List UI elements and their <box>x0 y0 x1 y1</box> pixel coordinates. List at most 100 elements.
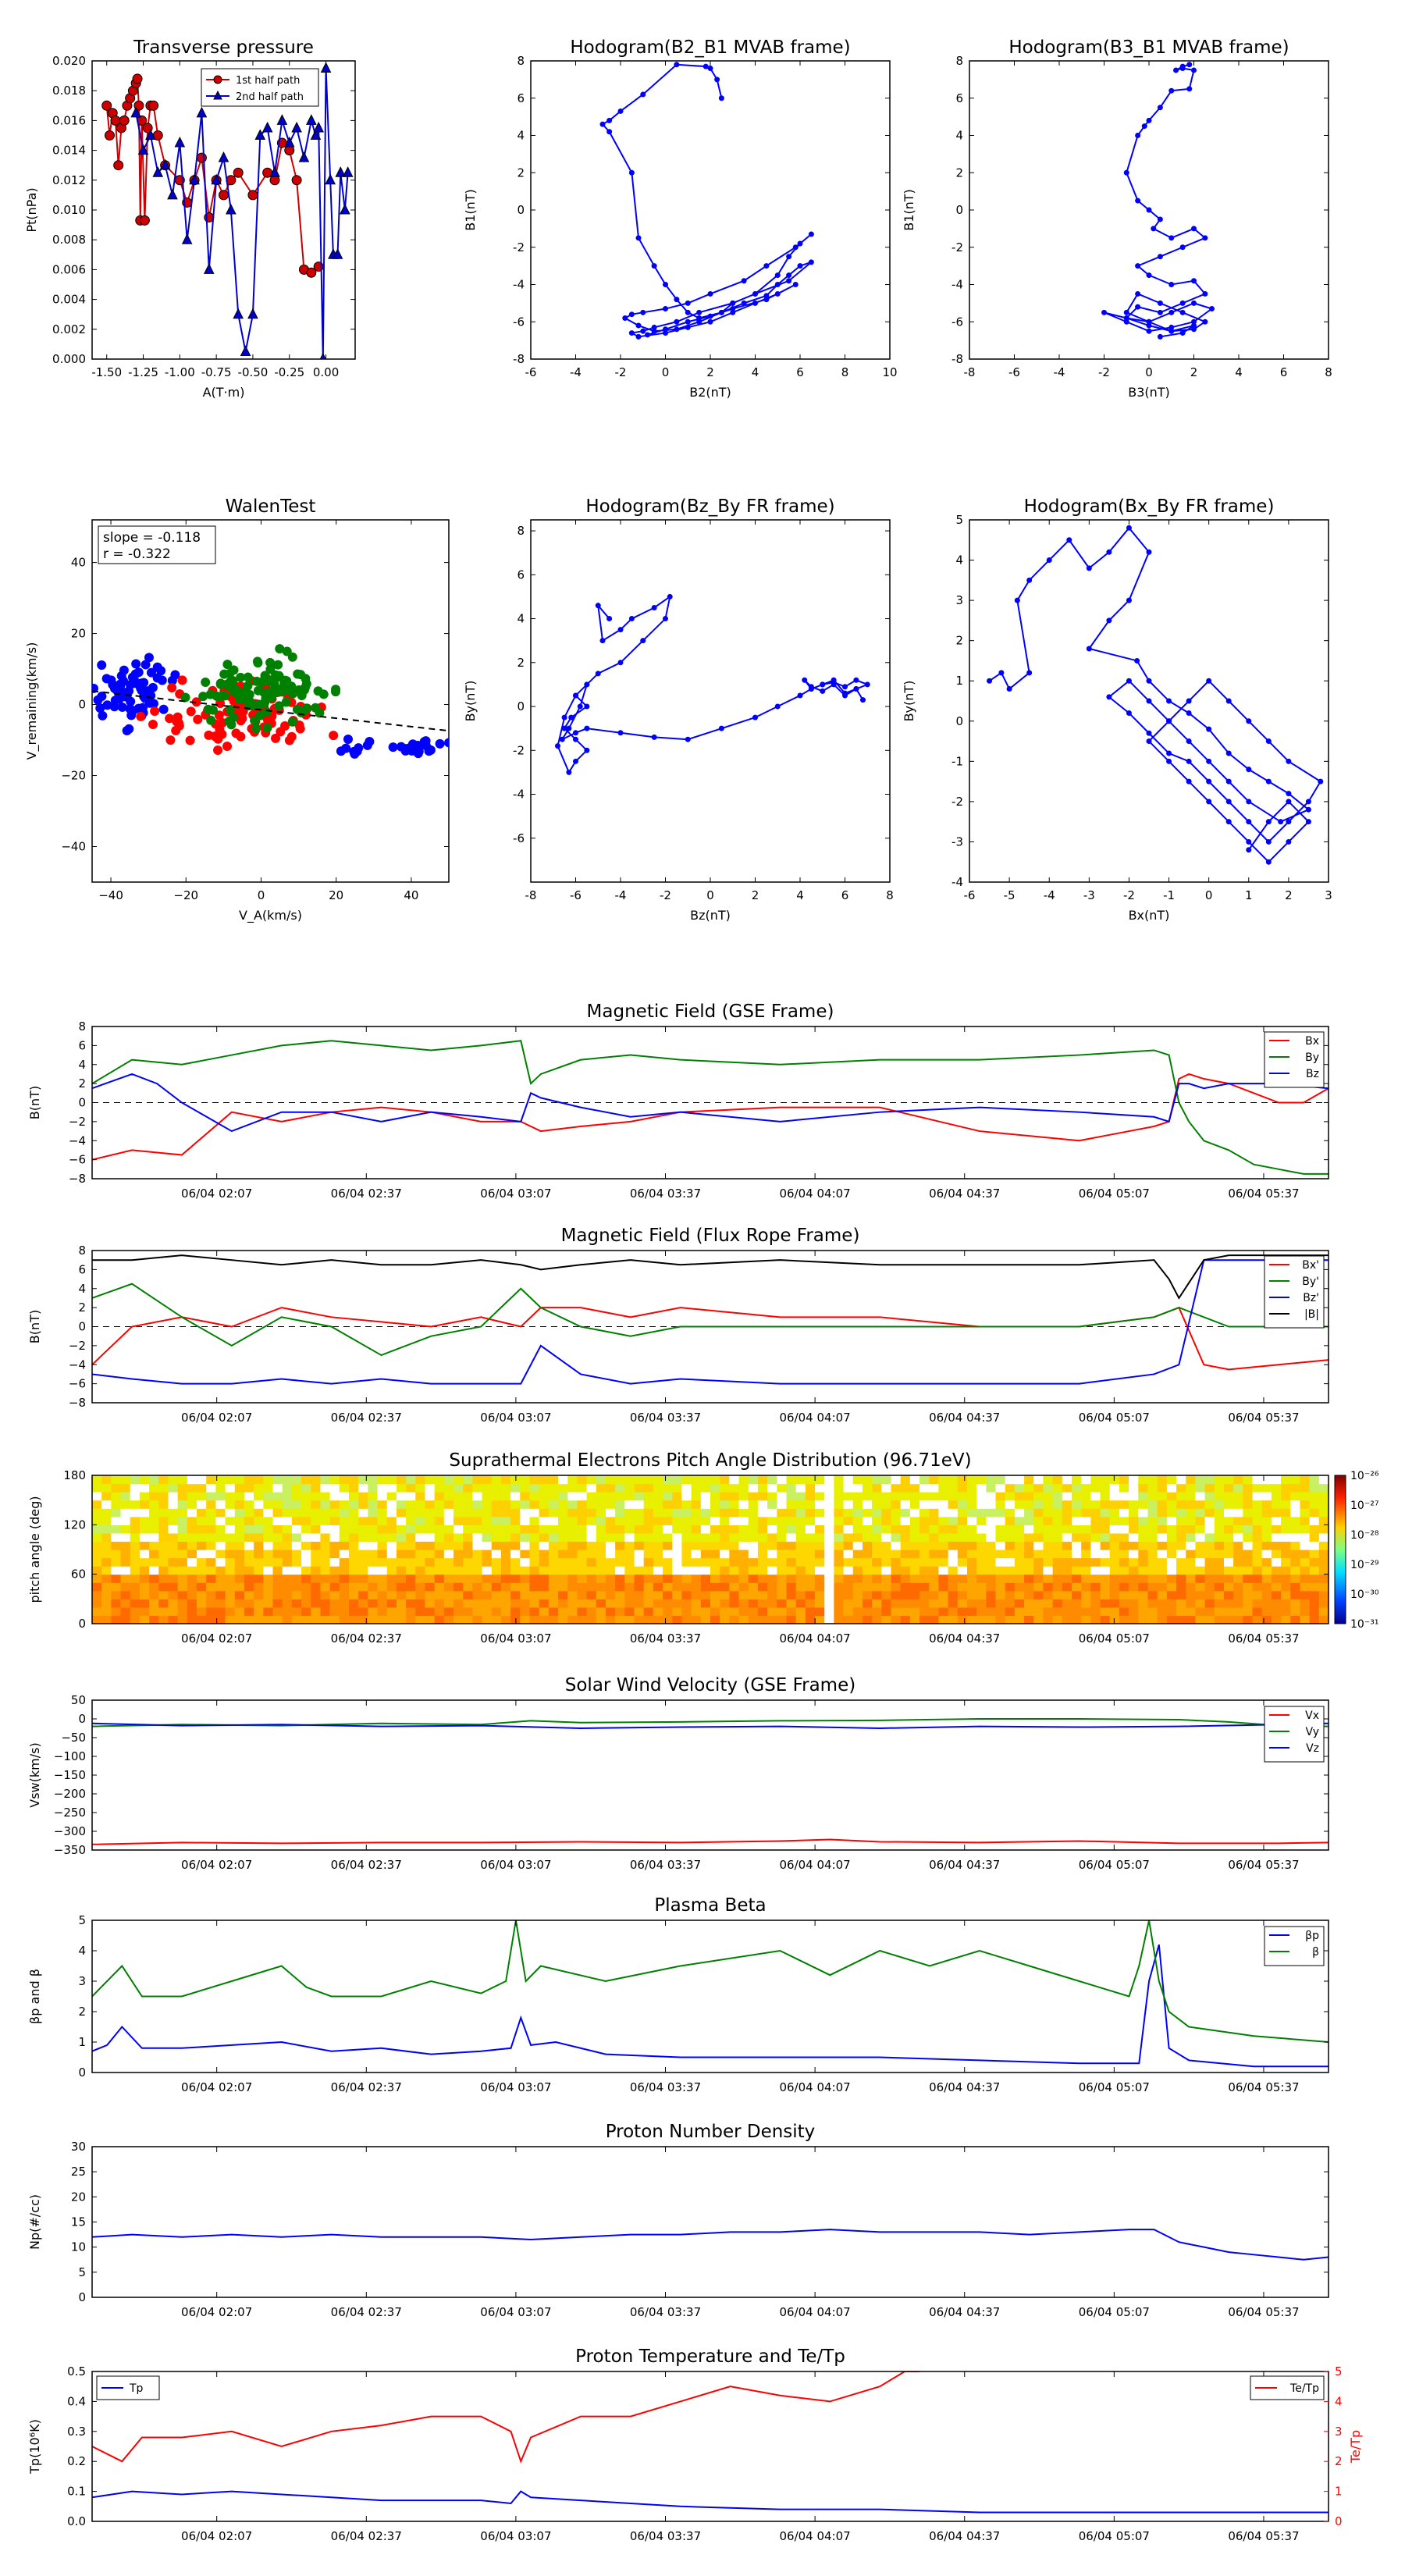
data-point <box>797 240 803 247</box>
data-point <box>298 151 310 162</box>
heatmap-cell <box>482 1525 493 1534</box>
heatmap-cell <box>767 1516 777 1525</box>
heatmap-cell <box>329 1590 340 1599</box>
heatmap-cell <box>900 1475 911 1485</box>
heatmap-cell <box>653 1590 663 1599</box>
heatmap-cell <box>558 1492 568 1501</box>
heatmap-cell <box>986 1590 997 1599</box>
scatter-point <box>150 706 160 717</box>
heatmap-cell <box>1052 1615 1063 1624</box>
heatmap-cell <box>738 1516 749 1525</box>
heatmap-cell <box>368 1525 379 1534</box>
heatmap-cell <box>720 1606 730 1617</box>
heatmap-cell <box>1166 1541 1177 1550</box>
data-point <box>640 328 646 334</box>
heatmap-cell <box>986 1516 997 1525</box>
heatmap-cell <box>529 1541 540 1550</box>
heatmap-cell <box>596 1550 606 1559</box>
heatmap-cell <box>120 1532 131 1542</box>
data-point <box>1106 617 1112 624</box>
heatmap-cell <box>149 1483 159 1493</box>
scatter-point <box>225 705 235 715</box>
heatmap-cell <box>843 1532 854 1542</box>
heatmap-cell <box>1204 1582 1215 1592</box>
heatmap-cell <box>738 1492 749 1501</box>
heatmap-cell <box>720 1590 730 1599</box>
data-point <box>584 725 590 731</box>
heatmap-cell <box>834 1550 845 1559</box>
heatmap-cell <box>1281 1483 1291 1493</box>
heatmap-cell <box>852 1500 863 1509</box>
heatmap-cell <box>1204 1566 1215 1575</box>
heatmap-cell <box>1300 1483 1311 1493</box>
heatmap-cell <box>1223 1574 1234 1583</box>
series-line-0 <box>1104 63 1214 338</box>
heatmap-cell <box>1195 1574 1206 1583</box>
heatmap-cell <box>443 1599 454 1608</box>
heatmap-cell <box>738 1541 749 1550</box>
heatmap-cell <box>548 1606 559 1617</box>
heatmap-cell <box>1261 1525 1272 1534</box>
heatmap-cell <box>1243 1566 1254 1575</box>
y-tick-label: −150 <box>54 1768 86 1782</box>
heatmap-cell <box>291 1574 302 1583</box>
heatmap-cell <box>1138 1566 1149 1575</box>
heatmap-cell <box>738 1483 749 1493</box>
heatmap-cell <box>92 1582 102 1592</box>
heatmap-cell <box>386 1492 397 1501</box>
scatter-point <box>287 717 297 727</box>
heatmap-cell <box>995 1500 1006 1509</box>
data-point <box>555 743 560 749</box>
heatmap-cell <box>463 1541 473 1550</box>
heatmap-cell <box>862 1574 873 1583</box>
heatmap-cell <box>215 1525 226 1534</box>
heatmap-cell <box>500 1590 511 1599</box>
heatmap-cell <box>1223 1557 1234 1567</box>
heatmap-cell <box>168 1599 179 1608</box>
heatmap-cell <box>291 1550 302 1559</box>
heatmap-cell <box>520 1475 531 1485</box>
heatmap-cell <box>586 1500 597 1509</box>
heatmap-cell <box>482 1566 493 1575</box>
heatmap-cell <box>909 1525 920 1534</box>
plot-area <box>92 1718 1329 1845</box>
heatmap-cell <box>986 1582 997 1592</box>
heatmap-cell <box>681 1590 692 1599</box>
heatmap-cell <box>843 1557 854 1567</box>
heatmap-cell <box>681 1599 692 1608</box>
heatmap-cell <box>919 1483 930 1493</box>
series-line-2 <box>92 1259 1329 1385</box>
heatmap-cell <box>1072 1516 1082 1525</box>
heatmap-cell <box>767 1483 777 1493</box>
scatter-point <box>229 687 239 697</box>
data-point <box>1246 718 1252 724</box>
heatmap-cell <box>1119 1541 1129 1550</box>
heatmap-cell <box>168 1525 179 1534</box>
y-tick-label: -4 <box>513 788 525 802</box>
data-point <box>566 725 572 731</box>
heatmap-cell <box>463 1475 473 1485</box>
heatmap-cell <box>520 1566 531 1575</box>
heatmap-cell <box>263 1500 274 1509</box>
heatmap-cell <box>548 1500 559 1509</box>
heatmap-cell <box>957 1500 968 1509</box>
heatmap-cell <box>634 1599 645 1608</box>
heatmap-cell <box>1100 1574 1111 1583</box>
heatmap-cell <box>434 1606 445 1617</box>
heatmap-cell <box>177 1557 188 1567</box>
heatmap-cell <box>377 1582 388 1592</box>
heatmap-cell <box>567 1615 578 1624</box>
data-point <box>247 190 258 201</box>
heatmap-cell <box>577 1582 588 1592</box>
heatmap-cell <box>225 1557 236 1567</box>
heatmap-cell <box>406 1550 416 1559</box>
heatmap-cell <box>1014 1566 1025 1575</box>
heatmap-cell <box>234 1550 245 1559</box>
heatmap-cell <box>301 1541 311 1550</box>
heatmap-cell <box>1233 1606 1243 1617</box>
heatmap-cell <box>1261 1566 1272 1575</box>
heatmap-cell <box>111 1483 122 1493</box>
heatmap-cell <box>957 1516 968 1525</box>
heatmap-cell <box>225 1541 236 1550</box>
heatmap-cell <box>1300 1516 1311 1525</box>
